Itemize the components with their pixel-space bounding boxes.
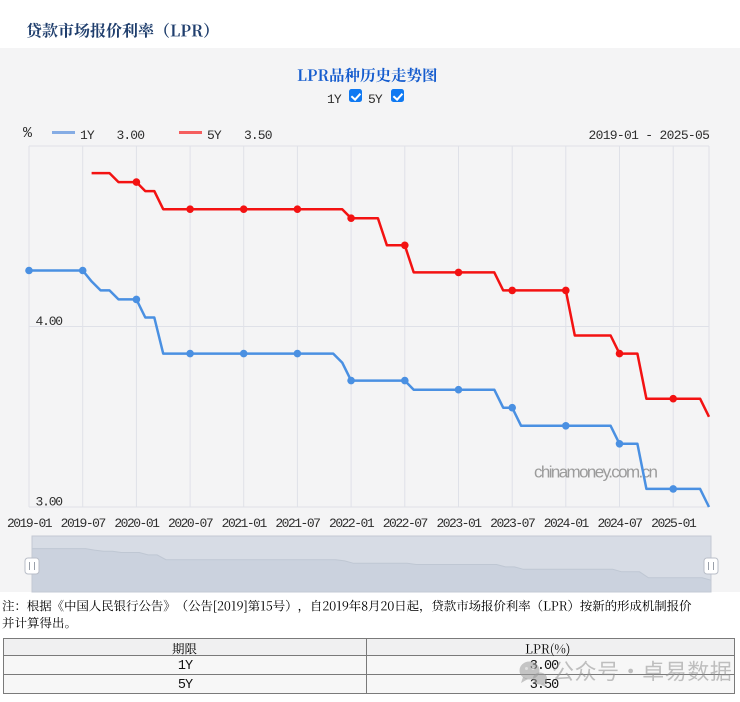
svg-text:2022-01: 2022-01 bbox=[329, 516, 375, 531]
svg-text:chinamoney.com.cn: chinamoney.com.cn bbox=[534, 463, 658, 482]
svg-text:2020-01: 2020-01 bbox=[114, 516, 160, 531]
svg-text:2022-07: 2022-07 bbox=[383, 516, 428, 531]
svg-text:2020-07: 2020-07 bbox=[168, 516, 213, 531]
svg-text:2019-01: 2019-01 bbox=[7, 516, 53, 531]
svg-text:2021-01: 2021-01 bbox=[222, 516, 268, 531]
svg-text:2023-07: 2023-07 bbox=[490, 516, 535, 531]
svg-text:2019-07: 2019-07 bbox=[61, 516, 106, 531]
svg-text:2024-07: 2024-07 bbox=[597, 516, 642, 531]
svg-text:2023-01: 2023-01 bbox=[436, 516, 482, 531]
svg-text:2021-07: 2021-07 bbox=[275, 516, 320, 531]
svg-text:2025-01: 2025-01 bbox=[651, 516, 697, 531]
svg-text:2024-01: 2024-01 bbox=[544, 516, 590, 531]
svg-text:4.00: 4.00 bbox=[36, 314, 63, 329]
svg-text:3.00: 3.00 bbox=[36, 495, 63, 510]
